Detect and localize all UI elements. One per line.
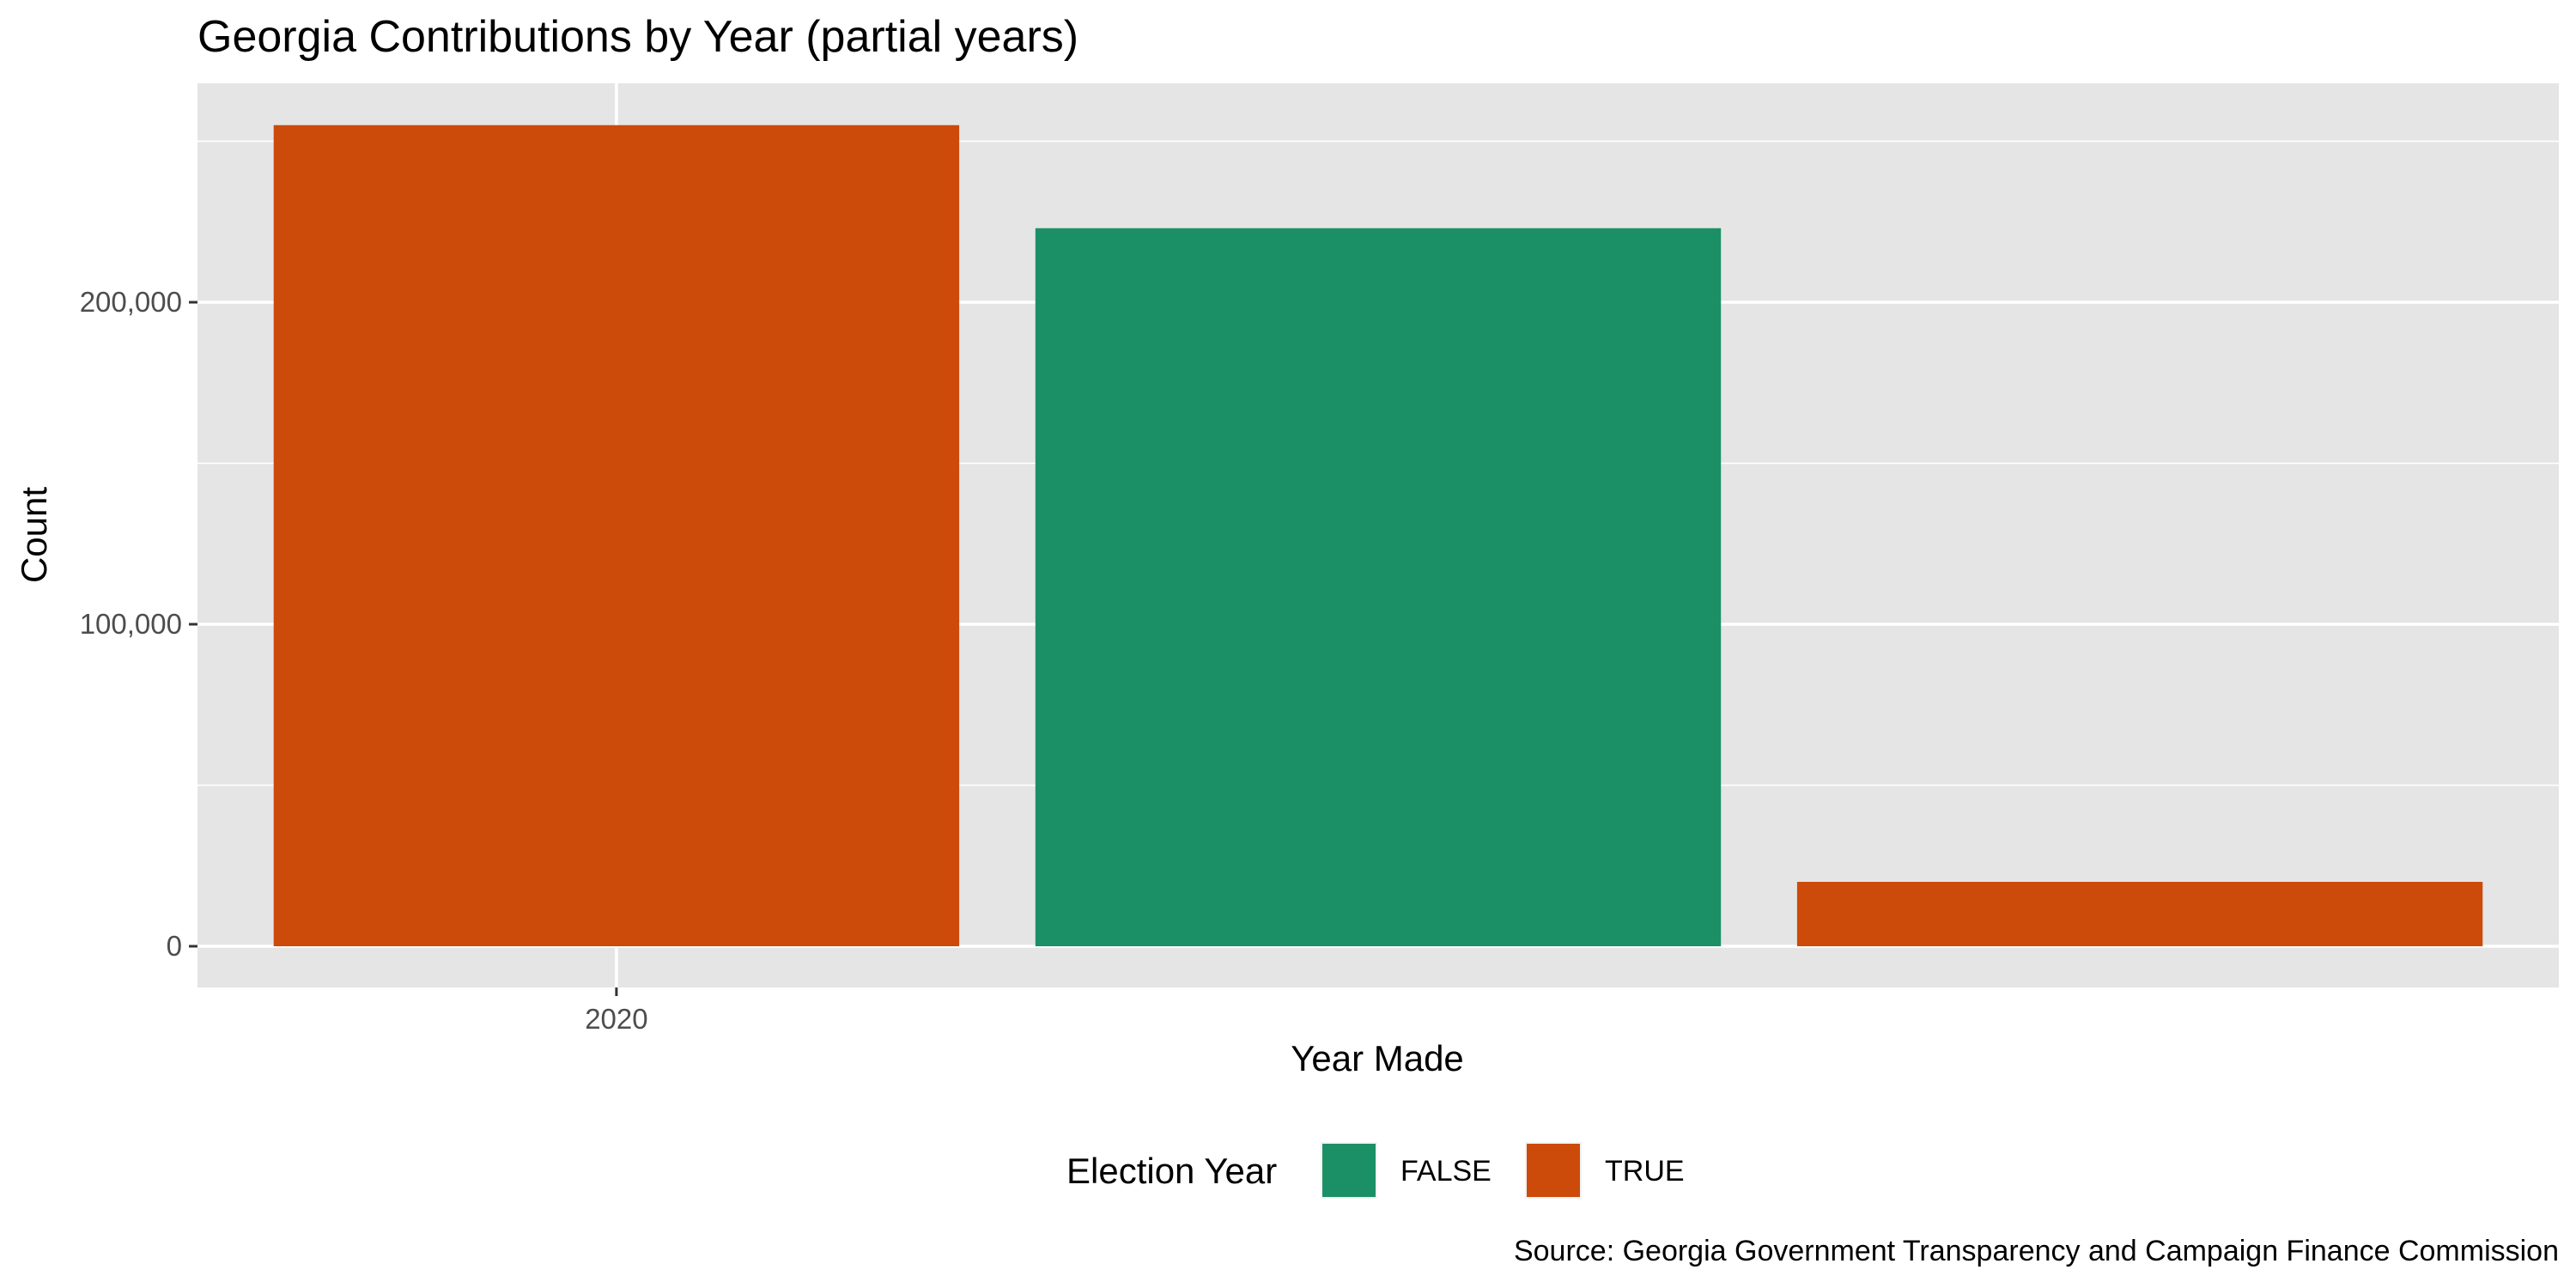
y-axis-title: Count — [14, 487, 54, 583]
chart-caption: Source: Georgia Government Transparency … — [1514, 1235, 2559, 1267]
legend: Election Year FALSE TRUE — [1066, 1142, 1685, 1199]
bar-2022 — [1796, 882, 2483, 946]
x-tick-label: 2020 — [585, 1003, 647, 1035]
legend-swatch-true — [1527, 1144, 1580, 1197]
legend-title: Election Year — [1066, 1151, 1277, 1191]
plot-panel — [197, 83, 2559, 987]
x-axis-title: Year Made — [1291, 1038, 1464, 1078]
legend-swatch-false — [1322, 1144, 1376, 1197]
bar-2020 — [273, 125, 960, 946]
legend-label-false: FALSE — [1400, 1155, 1492, 1188]
chart-title: Georgia Contributions by Year (partial y… — [197, 12, 1078, 62]
y-tick-label: 0 — [167, 930, 182, 962]
y-tick-label: 100,000 — [80, 608, 182, 640]
bar-2021 — [1035, 228, 1722, 946]
legend-label-true: TRUE — [1605, 1155, 1685, 1188]
y-tick-label: 200,000 — [80, 286, 182, 318]
